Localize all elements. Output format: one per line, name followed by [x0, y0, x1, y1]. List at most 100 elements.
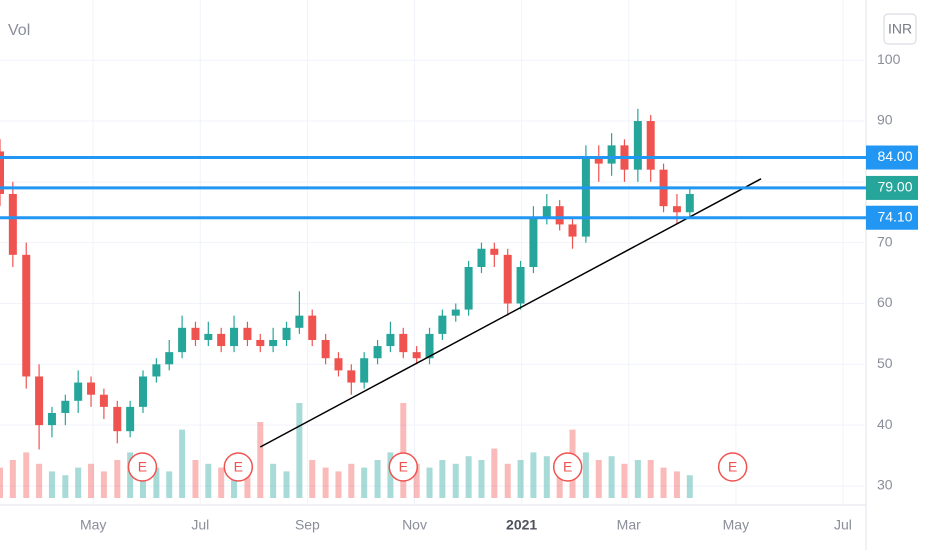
- volume-bar: [127, 452, 134, 498]
- event-marker: [223, 452, 254, 482]
- candle-body: [633, 121, 642, 170]
- volume-bar: [660, 467, 667, 498]
- y-tick-label: 40: [877, 416, 893, 432]
- candle-body: [295, 315, 304, 328]
- candle-body: [334, 358, 343, 371]
- candle-body: [113, 406, 122, 432]
- volume-bar: [88, 463, 95, 498]
- volume-bar: [491, 448, 498, 498]
- candle-body: [555, 206, 564, 225]
- event-marker: [127, 452, 158, 482]
- volume-bar: [530, 452, 537, 498]
- candle-body: [178, 327, 187, 353]
- candle-body: [399, 333, 408, 353]
- candle-body: [47, 412, 56, 426]
- x-tick-label: 2021: [506, 517, 537, 533]
- volume-bar: [400, 403, 407, 498]
- y-tick-label: 60: [877, 294, 893, 310]
- y-tick-label: 100: [877, 51, 901, 67]
- volume-bar: [205, 463, 212, 498]
- volume-bar: [634, 460, 641, 498]
- level-label: 84.00: [877, 148, 912, 164]
- candle-body: [22, 254, 31, 377]
- currency-box[interactable]: [883, 13, 917, 45]
- candle-body: [347, 370, 356, 383]
- volume-bar: [608, 456, 615, 498]
- candle-body: [568, 224, 577, 237]
- level-label: 74.10: [877, 208, 912, 224]
- candle-body: [477, 248, 486, 267]
- candle-body: [87, 382, 96, 395]
- candle-body: [269, 339, 278, 347]
- candle-body: [685, 194, 694, 213]
- candle-body: [464, 266, 473, 310]
- volume-bar: [218, 467, 225, 498]
- volume-bar: [179, 429, 186, 498]
- volume-bar: [348, 463, 355, 498]
- event-label: E: [563, 459, 572, 475]
- candle-body: [542, 206, 551, 219]
- volume-bar: [556, 463, 563, 498]
- volume-bar: [48, 471, 55, 498]
- volume-bar: [62, 475, 69, 498]
- candle-body: [425, 333, 434, 359]
- candle-body: [672, 206, 681, 213]
- x-tick-label: Jul: [191, 517, 209, 533]
- level-label-box: [866, 175, 918, 200]
- event-label: E: [728, 459, 737, 475]
- volume-bar: [296, 403, 303, 498]
- level-label-box: [866, 145, 918, 170]
- volume-bar: [100, 471, 107, 498]
- volume-bar: [673, 471, 680, 498]
- candle-body: [438, 315, 447, 334]
- y-tick-label: 30: [877, 477, 893, 493]
- candle-body: [451, 309, 460, 316]
- volume-bar: [517, 460, 524, 498]
- volume-label: Vol: [8, 22, 30, 39]
- volume-bar: [36, 463, 43, 498]
- volume-bar: [153, 467, 160, 498]
- candle-body: [282, 327, 291, 340]
- y-tick-label: 50: [877, 355, 893, 371]
- volume-bar: [335, 471, 342, 498]
- event-marker: [388, 452, 419, 482]
- candle-body: [243, 327, 252, 340]
- candle-body: [165, 352, 174, 365]
- x-tick-label: May: [723, 517, 749, 533]
- candle-body: [503, 254, 512, 304]
- candle-body: [373, 346, 382, 359]
- volume-bar: [387, 452, 394, 498]
- volume-bar: [686, 475, 693, 498]
- x-tick-label: Sep: [295, 517, 320, 533]
- candle-body: [516, 266, 525, 304]
- volume-bar: [270, 463, 277, 498]
- volume-bar: [192, 460, 199, 498]
- event-marker: [552, 452, 583, 482]
- event-label: E: [138, 459, 147, 475]
- candle-body: [61, 400, 70, 413]
- candle-body: [607, 145, 616, 164]
- candle-body: [74, 382, 83, 401]
- volume-bar: [426, 467, 433, 498]
- x-tick-label: Nov: [402, 517, 427, 533]
- candle-body: [8, 194, 17, 255]
- currency[interactable]: INR: [888, 21, 912, 37]
- volume-bar: [166, 471, 173, 498]
- event-label: E: [399, 459, 408, 475]
- volume-bar: [257, 422, 264, 498]
- candle-body: [256, 339, 265, 347]
- candle-body: [490, 248, 499, 255]
- event-label: E: [234, 459, 243, 475]
- volume-bar: [543, 456, 550, 498]
- candle-body: [217, 333, 226, 347]
- candle-body: [152, 364, 161, 377]
- volume-bar: [413, 463, 420, 498]
- trend-line: [259, 178, 762, 448]
- volume-bar: [75, 467, 82, 498]
- volume-bar: [361, 467, 368, 498]
- candle-body: [35, 376, 44, 426]
- volume-bar: [452, 463, 459, 498]
- y-tick-label: 70: [877, 233, 893, 249]
